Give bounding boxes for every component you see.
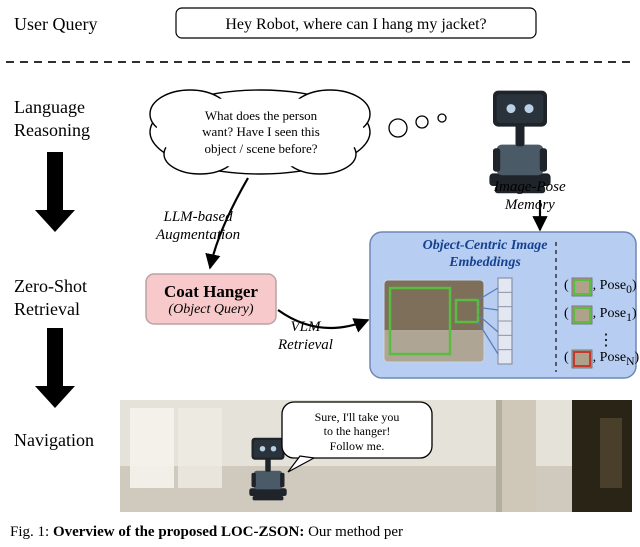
embed-title: Object-Centric Image Embeddings <box>400 238 570 272</box>
section-navigation: Navigation <box>14 430 94 451</box>
pose-ellipsis: ⋮ <box>598 330 614 350</box>
caption-prefix: Fig. 1: <box>10 524 53 540</box>
section-user-query: User Query <box>14 14 97 35</box>
section-zero-shot: Zero-Shot Retrieval <box>14 275 87 320</box>
llm-label: LLM-based Augmentation <box>156 208 240 244</box>
flow-arrow-icon <box>35 328 75 408</box>
flow-arrow-icon <box>35 152 75 232</box>
pose-row-0: (, Pose0) <box>564 278 637 296</box>
user-query-text: Hey Robot, where can I hang my jacket? <box>196 16 516 34</box>
pose-row-1: (, Pose1) <box>564 306 637 324</box>
image-pose-label: Image-Pose Memory <box>494 178 566 214</box>
robot-reply-text: Sure, I'll take you to the hanger! Follo… <box>292 410 422 453</box>
vlm-label: VLM Retrieval <box>278 318 333 354</box>
caption-tail: Our method per <box>304 524 403 540</box>
section-language-reasoning: Language Reasoning <box>14 96 90 141</box>
coat-title: Coat Hanger <box>146 282 276 302</box>
caption-bold: Overview of the proposed LOC-ZSON: <box>53 524 304 540</box>
figure-caption: Fig. 1: Overview of the proposed LOC-ZSO… <box>10 524 403 541</box>
thought-bubble-text: What does the person want? Have I seen t… <box>170 108 352 157</box>
pose-row-n: (, PoseN) <box>564 350 639 368</box>
coat-subtitle: (Object Query) <box>146 302 276 318</box>
